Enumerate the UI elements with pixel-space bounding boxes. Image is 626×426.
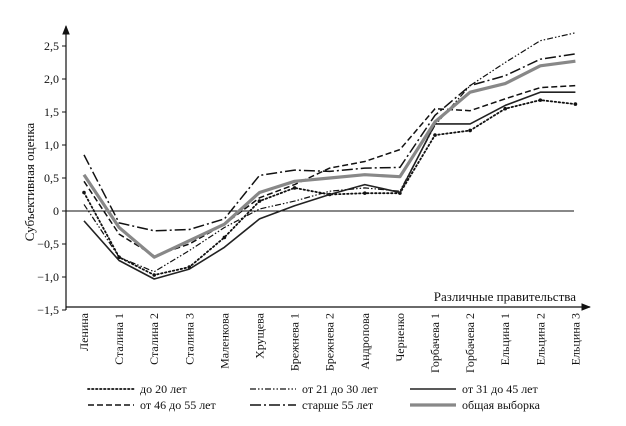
series-point: [503, 106, 508, 111]
legend-label: старше 55 лет: [302, 398, 374, 412]
series-line: [83, 32, 576, 273]
series-point: [363, 191, 367, 195]
y-tick-label: 1,5: [44, 105, 59, 119]
series-point: [433, 133, 437, 137]
x-tick-label: Маленкова: [217, 312, 231, 369]
series-point: [222, 235, 227, 240]
series-point: [257, 199, 262, 203]
y-tick-label: 2,5: [44, 39, 59, 53]
series-point: [573, 102, 578, 106]
x-tick-label: Хрущева: [253, 312, 267, 359]
series-point: [82, 190, 86, 195]
legend-label: до 20 лет: [140, 382, 187, 396]
y-axis-title: Субъективная оценка: [22, 123, 37, 242]
x-tick-label: Брежнева 2: [323, 313, 337, 371]
x-tick-label: Сталина 1: [112, 313, 126, 365]
series-line: [82, 59, 576, 259]
y-tick-label: −1,0: [37, 270, 59, 284]
legend-label: общая выборка: [462, 398, 541, 412]
x-tick-label: Сталина 2: [147, 313, 161, 365]
x-tick-label: Сталина 3: [182, 313, 196, 365]
x-tick-label: Ельцина 1: [498, 313, 512, 365]
x-axis-title: Различные правительства: [434, 289, 576, 304]
series-line: [83, 53, 576, 232]
x-tick-label: Черненко: [393, 313, 407, 362]
x-tick-label: Андропова: [358, 312, 372, 369]
legend-label: от 31 до 45 лет: [462, 382, 539, 396]
legend-item: от 31 до 45 лет: [410, 382, 539, 396]
y-tick-label: −1,5: [37, 303, 59, 317]
series-line: [83, 99, 577, 276]
series-point: [538, 98, 543, 102]
x-tick-label: Брежнева 1: [288, 313, 302, 371]
y-tick-label: 1,0: [44, 138, 59, 152]
series-point: [152, 273, 156, 277]
series-point: [468, 128, 472, 133]
y-tick-label: 2,0: [44, 72, 59, 86]
y-tick-label: 0,5: [44, 171, 59, 185]
series-point: [292, 186, 297, 190]
series-line: [83, 91, 576, 280]
x-tick-label: Ленина: [77, 312, 91, 351]
legend-item: от 21 до 30 лет: [250, 382, 379, 396]
legend-label: от 21 до 30 лет: [302, 382, 379, 396]
x-tick-label: Горбачева 1: [428, 313, 442, 373]
legend-item: от 46 до 55 лет: [88, 398, 217, 412]
x-tick-label: Ельцина 3: [568, 313, 582, 365]
legend-item: до 20 лет: [87, 382, 187, 396]
x-tick-label: Ельцина 2: [533, 313, 547, 365]
x-tick-label: Горбачева 2: [463, 313, 477, 373]
legend-item: старше 55 лет: [250, 398, 374, 412]
legend-label: от 46 до 55 лет: [140, 398, 217, 412]
y-tick-label: −0,5: [37, 237, 59, 251]
y-tick-label: 0: [53, 204, 59, 218]
legend-item: общая выборка: [410, 398, 541, 412]
